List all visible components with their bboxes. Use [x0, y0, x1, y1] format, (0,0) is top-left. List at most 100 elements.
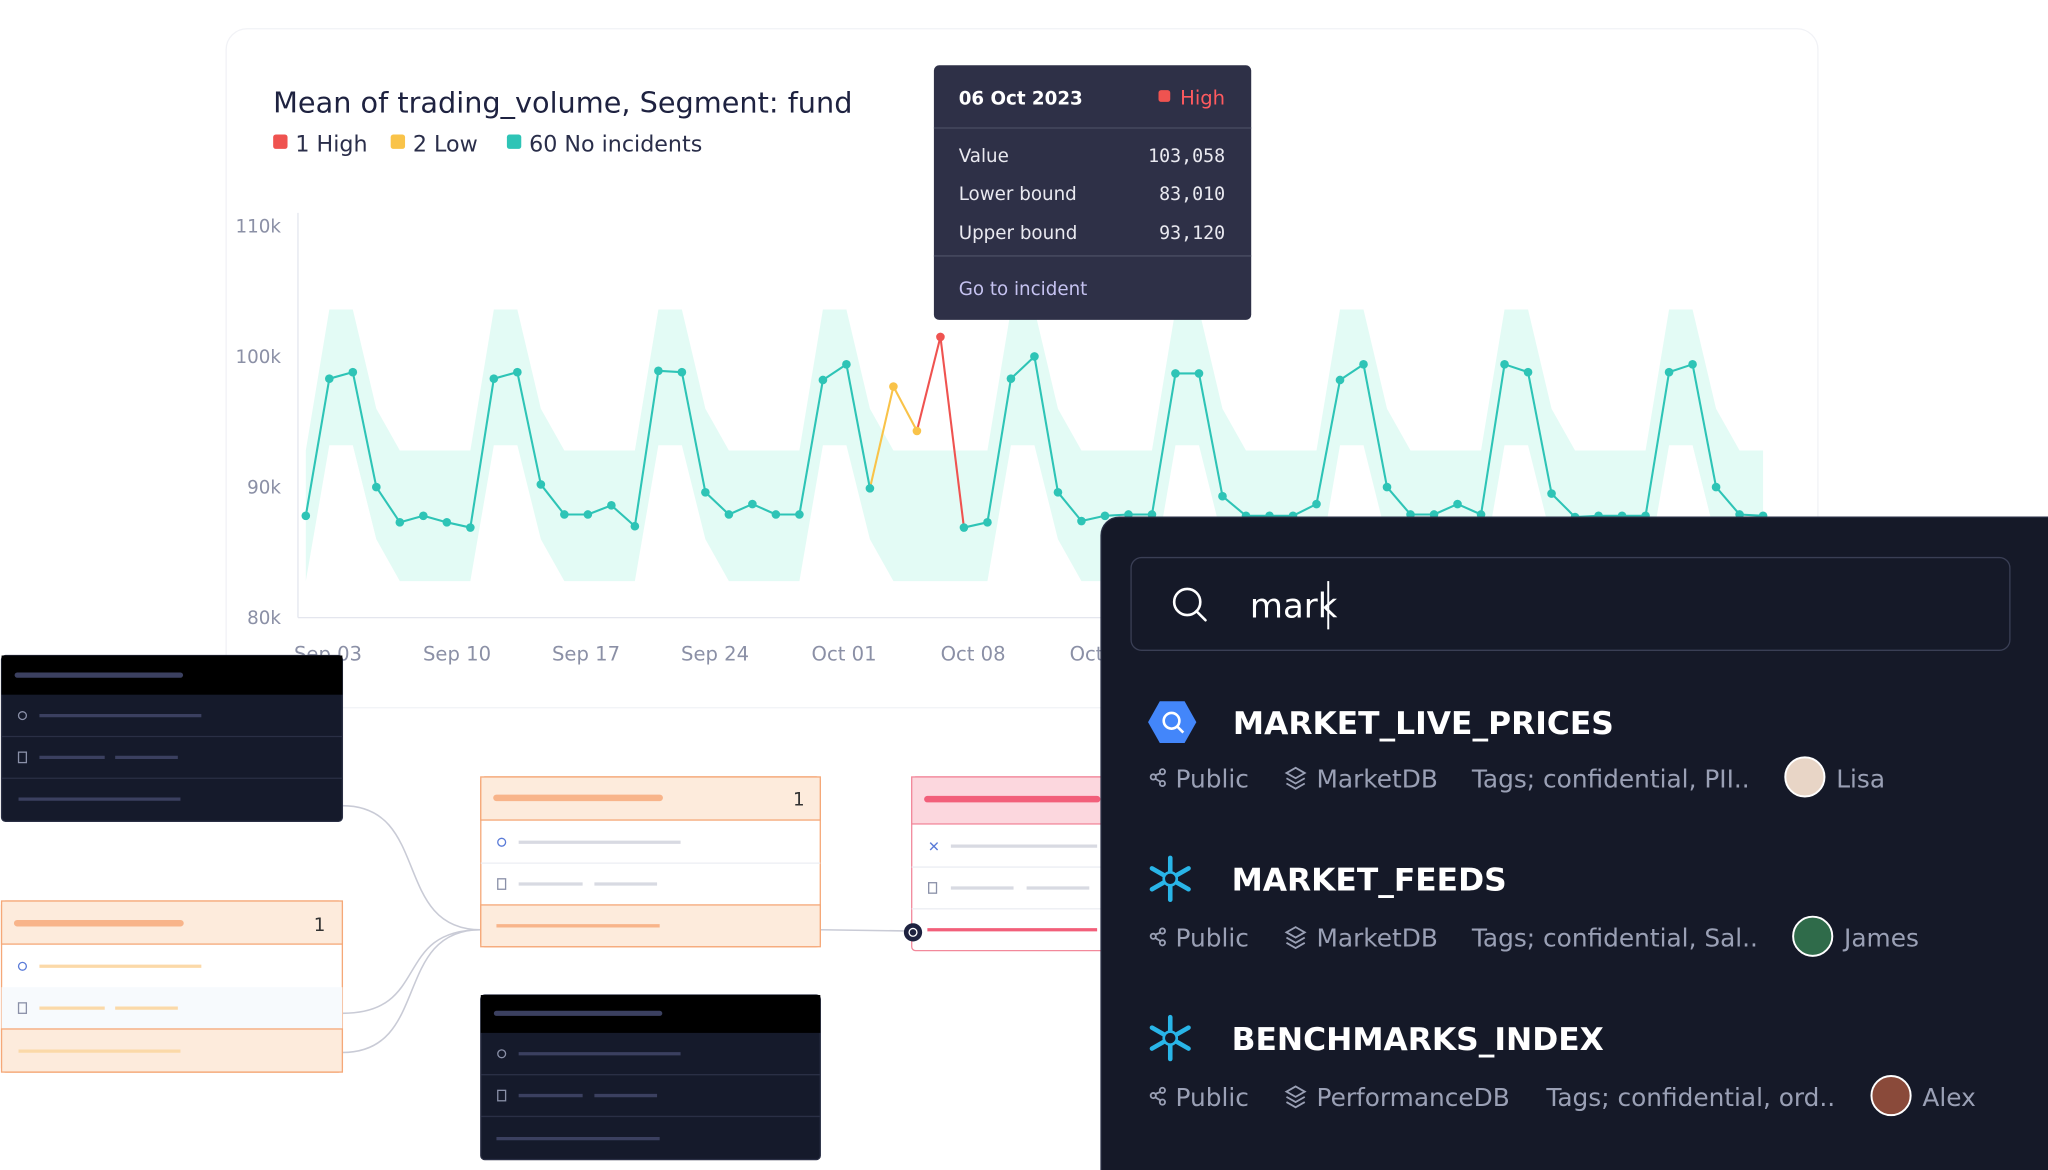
tags: Tags; confidential, PII.. [1471, 764, 1750, 793]
line-segment [1362, 364, 1389, 488]
tooltip-date: 06 Oct 2023 [959, 88, 1083, 109]
database: PerformanceDB [1317, 1083, 1510, 1112]
data-point [1218, 491, 1227, 501]
line-segment [1644, 371, 1671, 516]
incident-link[interactable]: Go to incident [959, 279, 1088, 300]
data-point [1688, 360, 1697, 369]
line-segment [304, 378, 331, 516]
node-orange: 1 [0, 900, 344, 1073]
line-segment [1315, 379, 1342, 505]
visibility: Public [1175, 764, 1248, 793]
owner: Alex [1922, 1083, 1975, 1112]
tags: Tags; confidential, ord.. [1545, 1083, 1835, 1112]
line-segment [1550, 492, 1576, 518]
data-point [1312, 499, 1321, 509]
x-tick-label: Sep 10 [423, 643, 491, 666]
data-point [489, 374, 499, 383]
data-point [607, 501, 616, 510]
data-point [959, 523, 969, 532]
avatar [1784, 756, 1826, 798]
row-label: Upper bound [959, 223, 1078, 244]
data-point [348, 367, 358, 377]
data-point [536, 480, 546, 489]
search-icon [1172, 587, 1202, 617]
data-point [1171, 369, 1180, 378]
badge: 1 [793, 790, 805, 811]
data-point [419, 511, 428, 521]
data-point [1523, 367, 1533, 377]
data-point [1194, 369, 1204, 378]
chart-title: Mean of trading_volume, Segment: fund [273, 85, 852, 119]
tags: Tags; confidential, Sal.. [1471, 924, 1758, 953]
data-point [442, 518, 452, 527]
data-point [771, 510, 781, 519]
node-pink: ✕ [903, 776, 1122, 952]
data-point [1453, 499, 1462, 509]
line-segment [1339, 363, 1365, 381]
data-point [1053, 487, 1063, 497]
data-point [1100, 511, 1110, 521]
x-tick-label: Oct 08 [941, 643, 1006, 666]
edge [342, 928, 481, 1015]
legend-swatch [273, 134, 288, 149]
line-segment [892, 386, 918, 432]
owner: Lisa [1836, 764, 1885, 793]
line-segment [868, 386, 895, 489]
data-point [1711, 482, 1721, 492]
result-name[interactable]: MARKET_LIVE_PRICES [1233, 706, 1614, 742]
data-point [724, 510, 734, 519]
line-segment [540, 483, 566, 516]
data-point [677, 367, 687, 377]
result-name[interactable]: MARKET_FEEDS [1232, 863, 1507, 899]
line-segment [375, 486, 401, 523]
data-point [1547, 489, 1556, 498]
line-segment [915, 336, 942, 432]
y-tick-label: 110k [236, 216, 282, 237]
data-point [701, 487, 710, 497]
x-tick-label: Sep 17 [552, 643, 620, 666]
data-point [1359, 360, 1368, 369]
line-segment [1691, 364, 1718, 488]
x-tick-label: Oct 01 [812, 643, 877, 666]
result[interactable]: BENCHMARKS_INDEX Public PerformanceDB Ta… [1149, 1014, 1976, 1117]
data-point [1500, 360, 1509, 369]
y-tick-label: 90k [247, 478, 281, 499]
row-value: 103,058 [1148, 146, 1225, 167]
data-point [818, 375, 828, 385]
line-segment [351, 371, 378, 488]
data-point [1335, 375, 1345, 385]
database: MarketDB [1317, 924, 1438, 953]
data-point [912, 426, 922, 436]
line-segment [1010, 355, 1036, 380]
line-segment [1221, 495, 1247, 517]
data-point [372, 482, 381, 492]
y-tick-label: 80k [247, 608, 281, 629]
search-panel: mark MARKET_LIVE_PRICES Public MarketDB … [1100, 516, 2048, 1170]
database: MarketDB [1317, 764, 1438, 793]
data-point [1664, 367, 1674, 377]
data-point [466, 523, 475, 532]
data-point [795, 510, 804, 519]
avatar [1792, 915, 1834, 957]
line-segment [610, 504, 636, 528]
line-segment [469, 378, 495, 528]
data-point [1077, 516, 1086, 526]
legend-swatch [506, 134, 522, 149]
line-segment [1197, 373, 1224, 497]
data-point [1030, 352, 1039, 361]
line-segment [1033, 356, 1059, 493]
result-name[interactable]: BENCHMARKS_INDEX [1232, 1022, 1604, 1058]
row-label: Value [959, 146, 1009, 167]
tooltip: 06 Oct 2023 High Value 103,058 Lower bou… [933, 65, 1252, 320]
result[interactable]: MARKET_FEEDS Public MarketDB Tags; confi… [1149, 855, 1919, 957]
line-segment [798, 379, 824, 515]
search-query[interactable]: mark [1250, 587, 1338, 627]
line-segment [822, 363, 847, 381]
line-segment [1386, 486, 1412, 516]
edge [342, 928, 481, 1054]
confidence-band [305, 309, 1764, 582]
result[interactable]: MARKET_LIVE_PRICES Public MarketDB Tags;… [1148, 701, 1885, 798]
x-tick-label: Sep 24 [681, 643, 749, 666]
search-box[interactable] [1130, 556, 2011, 651]
